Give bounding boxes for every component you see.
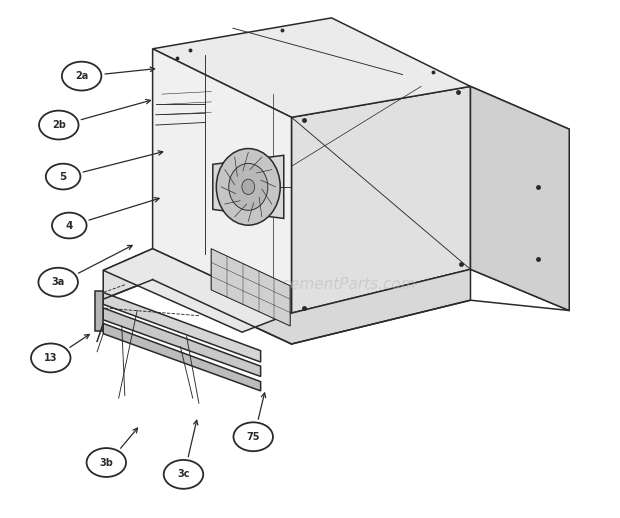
Ellipse shape — [62, 62, 102, 91]
Ellipse shape — [31, 343, 71, 372]
Ellipse shape — [164, 460, 203, 489]
Polygon shape — [291, 87, 471, 313]
Ellipse shape — [52, 212, 87, 238]
Ellipse shape — [39, 111, 79, 139]
Polygon shape — [211, 249, 290, 326]
Text: eReplacementParts.com: eReplacementParts.com — [229, 277, 415, 292]
Text: 13: 13 — [44, 353, 58, 363]
Ellipse shape — [46, 164, 81, 190]
Polygon shape — [153, 249, 471, 344]
Text: 3b: 3b — [99, 457, 113, 468]
Polygon shape — [213, 155, 284, 219]
Polygon shape — [104, 323, 260, 391]
Text: 3a: 3a — [51, 277, 65, 287]
Ellipse shape — [87, 448, 126, 477]
Text: 4: 4 — [66, 221, 73, 231]
Polygon shape — [104, 249, 153, 299]
Polygon shape — [153, 49, 291, 313]
Text: 2b: 2b — [52, 120, 66, 130]
Polygon shape — [104, 249, 291, 332]
Polygon shape — [153, 18, 471, 117]
Text: 75: 75 — [247, 431, 260, 442]
Ellipse shape — [216, 149, 280, 225]
Polygon shape — [104, 308, 260, 377]
Ellipse shape — [242, 179, 255, 195]
Ellipse shape — [229, 163, 268, 210]
Polygon shape — [471, 87, 569, 310]
Text: 2a: 2a — [75, 71, 88, 81]
Polygon shape — [104, 293, 260, 362]
Polygon shape — [95, 291, 104, 331]
Polygon shape — [471, 87, 569, 310]
Text: 5: 5 — [60, 171, 67, 182]
Ellipse shape — [38, 268, 78, 297]
Text: 3c: 3c — [177, 469, 190, 479]
Ellipse shape — [234, 422, 273, 451]
